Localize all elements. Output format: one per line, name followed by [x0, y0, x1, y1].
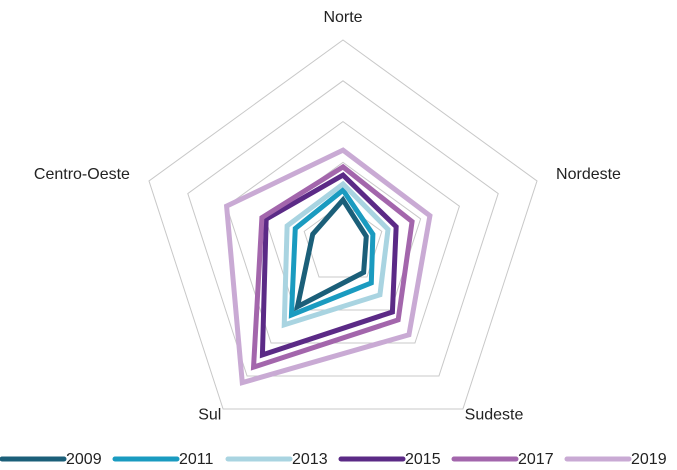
legend-label: 2019 [631, 451, 667, 468]
legend-label: 2017 [518, 451, 554, 468]
grid-ring [303, 202, 383, 278]
legend-label: 2011 [179, 451, 214, 468]
grid-ring [187, 80, 499, 377]
series-polygon [250, 163, 415, 371]
legend-label: 2015 [405, 451, 441, 468]
axis-label: Nordeste [556, 166, 621, 183]
legend-label: 2009 [66, 451, 102, 468]
series-polygon [281, 180, 391, 329]
series-polygon [223, 147, 433, 386]
axis-label: Centro-Oeste [34, 166, 130, 183]
series-polygon [259, 171, 399, 359]
legend-label: 2013 [292, 451, 328, 468]
grid-ring [226, 120, 460, 344]
axis-label: Sul [198, 406, 221, 423]
axis-label: Sudeste [465, 406, 524, 423]
series-polygon [288, 186, 376, 319]
series-polygon [293, 195, 369, 312]
axis-label: Norte [323, 9, 362, 26]
grid-ring [148, 39, 538, 410]
